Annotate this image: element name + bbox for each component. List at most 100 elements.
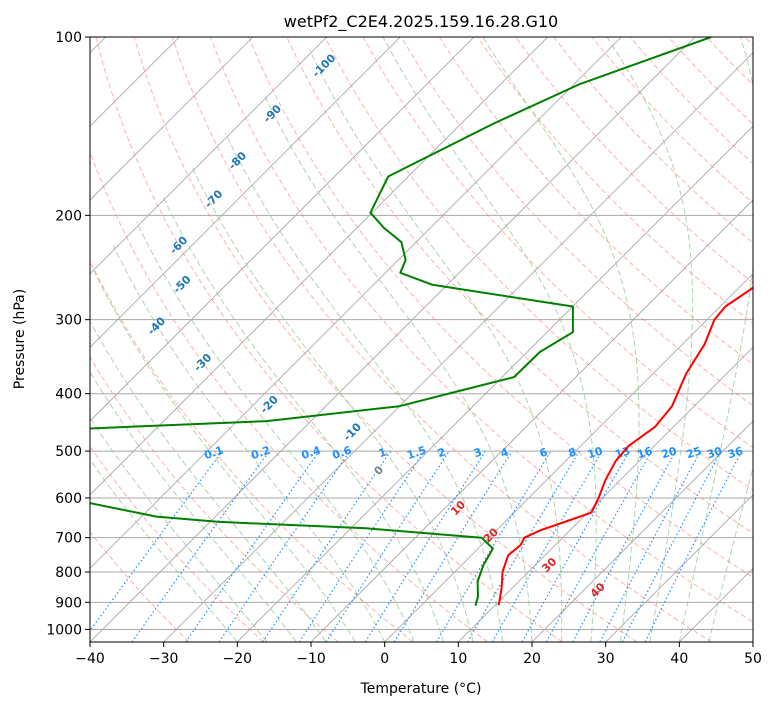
- isotherm-line: [605, 494, 753, 642]
- mixing-ratio-line: [185, 450, 320, 642]
- moist-adiabat-line: [90, 458, 238, 642]
- temperature-profile-line: [497, 286, 753, 606]
- mixing-ratio-line: [131, 450, 270, 642]
- dry-adiabat-line: [95, 37, 563, 642]
- mixing-ratio-label: 10: [586, 444, 605, 461]
- mixing-ratio-label: 36: [726, 444, 745, 461]
- y-tick-label: 700: [55, 531, 82, 547]
- moist-adiabat-line: [606, 37, 694, 642]
- isotherm-line: [90, 37, 548, 496]
- x-tick-label: −10: [296, 651, 326, 667]
- isotherm-line: [90, 37, 475, 422]
- dry-adiabat-line: [362, 37, 753, 449]
- moist-adiabat-line: [482, 37, 640, 642]
- x-tick-label: 50: [744, 651, 762, 667]
- mixing-ratio-label: 0.6: [331, 444, 354, 462]
- plot-frame: [89, 36, 754, 643]
- mixing-ratio-label: 1: [377, 446, 388, 461]
- x-tick-label: 30: [597, 651, 615, 667]
- x-tick-label: −40: [75, 651, 105, 667]
- x-tick-label: 10: [449, 651, 467, 667]
- y-tick-label: 100: [55, 30, 82, 46]
- isotherm-line: [90, 37, 327, 275]
- moist-adiabat-line: [309, 49, 563, 642]
- mixing-ratio-line: [521, 450, 631, 642]
- axes: −40 −30 −20 −10 0 10 20 30 40 5010020030040050060…: [46, 30, 762, 667]
- y-tick-label: 500: [55, 444, 82, 460]
- dewpoint-profile-line: [90, 37, 712, 606]
- y-tick-label: 900: [55, 595, 82, 611]
- dry-adiabat-line: [591, 37, 753, 204]
- chart-title: wetPf2_C2E4.2025.159.16.28.G10: [284, 12, 558, 32]
- y-axis-label: Pressure (hPa): [12, 289, 28, 389]
- mixing-ratio-line: [466, 450, 580, 642]
- mixing-ratio-label: 2: [436, 446, 447, 461]
- x-tick-label: −30: [149, 651, 179, 667]
- moist-adiabat-line: [224, 132, 503, 642]
- y-tick-label: 1000: [46, 622, 82, 638]
- mixing-ratio-line: [545, 450, 653, 642]
- mixing-ratio-label: 25: [685, 444, 704, 461]
- dry-adiabat-line: [90, 259, 414, 642]
- x-axis-label: Temperature (°C): [360, 681, 482, 697]
- mixing-ratio-line: [572, 450, 677, 642]
- mixing-ratio-label: 1.5: [405, 444, 428, 462]
- mixing-ratio-line: [435, 450, 552, 642]
- dry-adiabat-line: [553, 37, 753, 244]
- dry-adiabat-line: [90, 531, 190, 642]
- moist-adiabat-line: [191, 165, 474, 642]
- moist-adiabat-line: [136, 221, 415, 642]
- mixing-ratio-label: 3: [472, 446, 483, 461]
- dry-adiabat-line: [324, 37, 753, 491]
- mixing-ratio-line: [325, 450, 450, 642]
- moist-adiabat-line: [112, 245, 386, 642]
- x-tick-label: −20: [223, 651, 253, 667]
- mixing-ratio-label: 16: [635, 444, 654, 461]
- mixing-ratio-label: 6: [538, 445, 550, 460]
- isotherm-line: [90, 37, 254, 201]
- moist-adiabat-line: [90, 416, 268, 642]
- mixing-ratio-line: [364, 450, 486, 642]
- dry-adiabat-line: [90, 150, 488, 642]
- isotherm-line: [90, 37, 622, 569]
- moist-adiabat-line: [161, 195, 445, 642]
- mixing-ratio-label: 30: [705, 444, 724, 461]
- mixing-ratio-label: 0.1: [203, 444, 226, 462]
- mixing-ratio-line: [90, 450, 223, 632]
- moist-adiabat-line: [91, 267, 356, 642]
- dry-adiabat-line: [133, 37, 638, 642]
- moist-adiabat-line: [678, 37, 753, 642]
- x-tick-label: 40: [670, 651, 688, 667]
- mixing-ratio-label: 0.2: [250, 444, 273, 462]
- moist-adiabat-line: [263, 94, 533, 642]
- plot-area: 0.1 0.2 0.4 0.6 1 1.5 2 3 4 6 8 10 13 16 20 25 30 36-100-…: [90, 37, 753, 642]
- mixing-ratio-label: 20: [660, 444, 679, 461]
- dry-adiabat-line: [248, 37, 753, 578]
- isotherm-line: [163, 52, 753, 642]
- mixing-ratio-label: 4: [499, 445, 511, 460]
- isotherm-line: [458, 346, 753, 642]
- y-tick-label: 800: [55, 565, 82, 581]
- mixing-ratio-line: [218, 450, 351, 642]
- dry-adiabat-line: [286, 37, 753, 534]
- y-tick-label: 600: [55, 491, 82, 507]
- dry-adiabat-line: [477, 37, 753, 325]
- mixing-ratio-label: 0.4: [300, 444, 323, 462]
- mixing-ratio-label: 8: [567, 446, 578, 461]
- mixing-ratio-line: [491, 450, 603, 642]
- dry-adiabat-line: [438, 37, 753, 365]
- isotherm-line: [90, 37, 696, 642]
- dry-adiabat-line: [210, 37, 753, 623]
- x-tick-label: 20: [523, 651, 541, 667]
- moist-adiabat-line: [382, 37, 597, 642]
- mixing-ratio-line: [393, 450, 513, 642]
- isotherm-line: [531, 420, 753, 642]
- isotherm-line: [237, 125, 753, 642]
- isotherm-line: [90, 37, 401, 348]
- dry-adiabat-line: [171, 37, 712, 642]
- y-tick-label: 400: [55, 387, 82, 403]
- dry-adiabat-line: [400, 37, 753, 407]
- y-tick-label: 300: [55, 313, 82, 329]
